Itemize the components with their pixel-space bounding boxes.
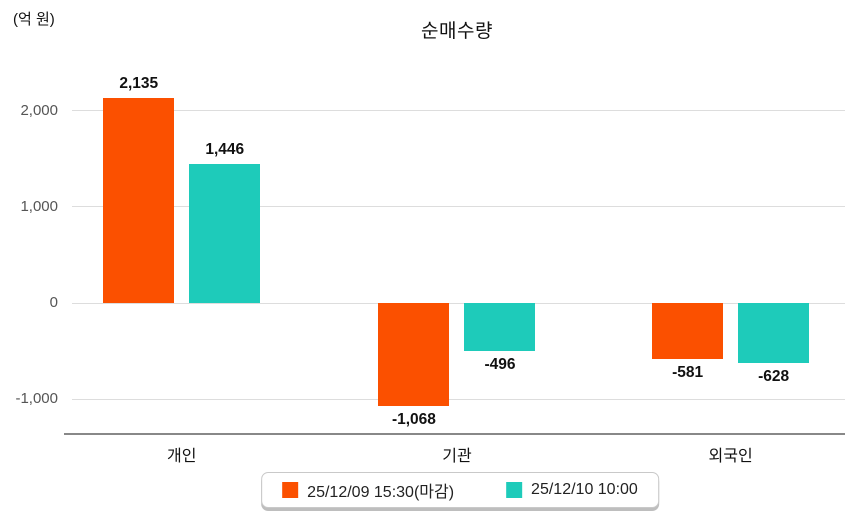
- y-tick-label: -1,000: [15, 390, 58, 408]
- bar-series1-기관: [378, 303, 450, 406]
- value-label: -581: [672, 363, 704, 381]
- gridline-2000: [72, 110, 845, 111]
- legend-swatch-icon: [506, 482, 523, 498]
- gridline-0: [72, 302, 845, 304]
- legend: 25/12/09 15:30(마감) 25/12/10 10:00: [261, 472, 659, 508]
- x-axis-line: [64, 433, 845, 435]
- gridline-1000: [72, 206, 845, 208]
- x-category-label-0: 개인: [167, 448, 197, 465]
- value-label: -1,068: [391, 410, 436, 428]
- x-category-label-2: 외국인: [708, 448, 753, 465]
- bar-series1-개인: [103, 97, 175, 304]
- y-tick-label: 0: [49, 294, 58, 312]
- y-tick-label: 2,000: [20, 101, 58, 119]
- bar-series2-외국인: [738, 303, 810, 364]
- legend-item-1: 25/12/09 15:30(마감): [282, 478, 454, 502]
- bar-series2-개인: [189, 163, 261, 304]
- legend-label: 25/12/10 10:00: [531, 481, 638, 498]
- bar-series2-기관: [464, 303, 536, 351]
- y-tick-label: 1,000: [20, 197, 58, 215]
- legend-item-2: 25/12/10 10:00: [506, 481, 638, 499]
- legend-swatch-icon: [282, 482, 299, 498]
- value-label: -496: [484, 355, 516, 373]
- x-category-label-1: 기관: [442, 448, 472, 465]
- bar-series1-외국인: [652, 303, 724, 359]
- gridline--1000: [72, 398, 845, 400]
- y-axis-unit-label: (억 원): [13, 11, 55, 28]
- value-label: 2,135: [119, 74, 159, 92]
- chart-title: 순매수량: [421, 21, 493, 42]
- value-label: -628: [758, 368, 790, 386]
- value-label: 1,446: [205, 140, 245, 158]
- legend-label: 25/12/09 15:30(마감): [307, 484, 455, 501]
